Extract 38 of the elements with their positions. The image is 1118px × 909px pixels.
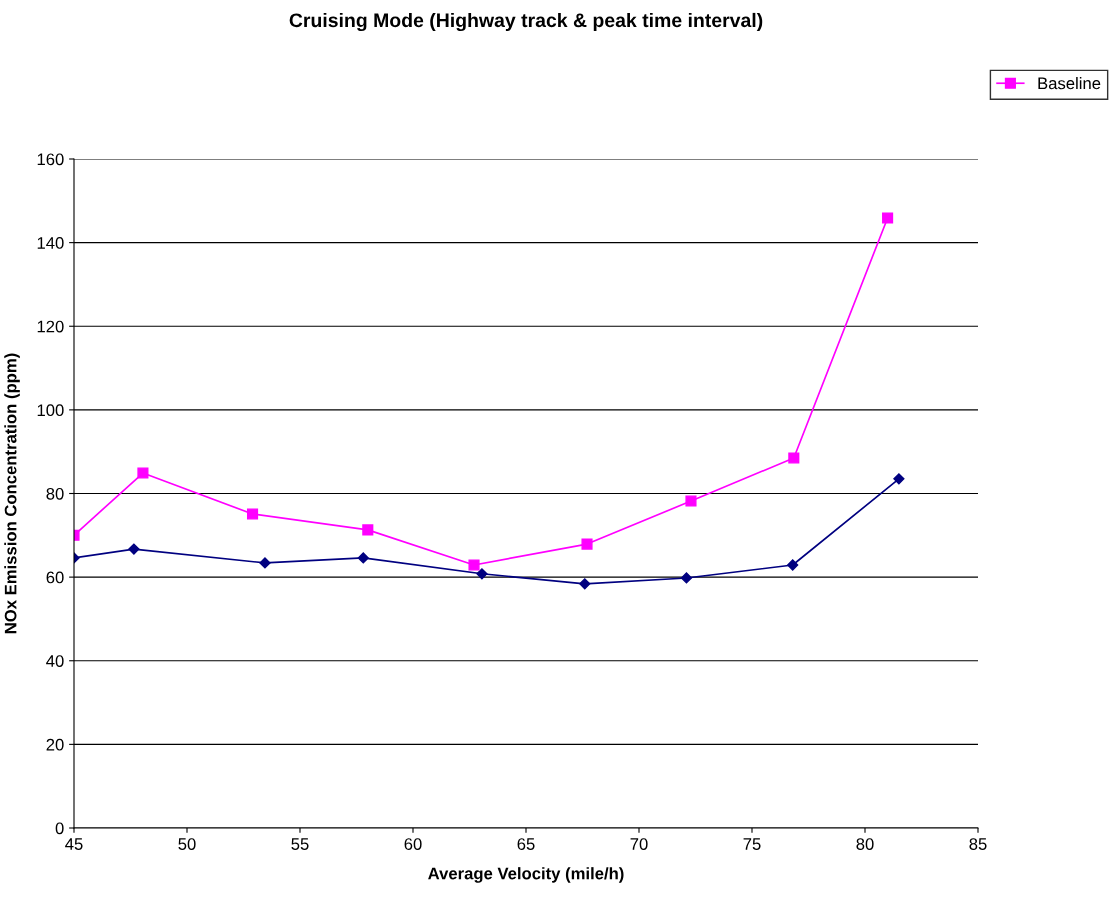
x-tick-label: 55: [291, 838, 309, 850]
point: [357, 552, 369, 564]
y-tick-label: 40: [46, 655, 64, 667]
point: [259, 557, 271, 569]
point: [579, 578, 591, 590]
point: [882, 212, 894, 224]
x-axis-title: Average Velocity (mile/h): [428, 867, 624, 883]
chart-title: Cruising Mode (Highway track & peak time interval): [289, 12, 763, 32]
point: [362, 524, 374, 536]
point: [468, 559, 480, 571]
point: [787, 559, 799, 571]
point: [685, 495, 697, 507]
point: [581, 538, 593, 550]
x-tick-label: 65: [517, 838, 535, 850]
x-tick-label: 45: [65, 838, 83, 850]
point: [893, 473, 905, 485]
y-tick-label: 60: [46, 571, 64, 584]
y-tick-label: 100: [37, 404, 64, 417]
y-axis-title: NOx Emission Concentration (ppm): [4, 353, 20, 634]
y-tick-label: 20: [46, 738, 64, 751]
point: [137, 467, 149, 479]
y-tick-label: 160: [37, 153, 64, 166]
x-tick-label: 75: [743, 838, 761, 850]
y-tick-label: 140: [37, 237, 64, 249]
y-tick-label: 80: [46, 487, 64, 500]
x-tick-label: 60: [404, 838, 422, 850]
y-tick-label: 120: [37, 320, 64, 333]
x-tick-label: 85: [969, 838, 987, 850]
point: [788, 452, 800, 464]
point: [476, 568, 488, 580]
x-tick-label: 80: [856, 838, 874, 850]
x-tick-label: 70: [630, 838, 648, 850]
point: [128, 543, 140, 555]
point: [680, 572, 693, 584]
x-tick-label: 50: [178, 838, 196, 850]
legend-label: Baseline: [1038, 77, 1101, 90]
y-tick-label: 0: [55, 822, 64, 835]
point: [246, 508, 259, 520]
